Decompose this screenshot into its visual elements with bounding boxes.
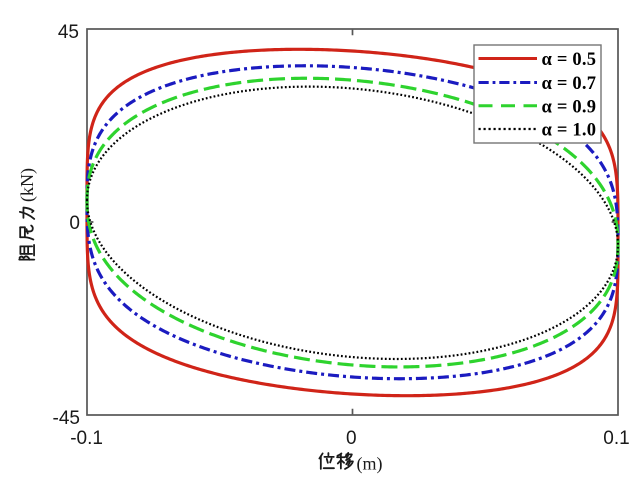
svg-text:0: 0 [346,428,357,449]
svg-text:α = 0.5: α = 0.5 [542,50,597,70]
svg-text:0: 0 [69,213,80,234]
svg-text:α = 0.9: α = 0.9 [542,97,597,117]
svg-text:-0.1: -0.1 [70,428,103,449]
svg-text:45: 45 [58,22,79,43]
svg-text:(m): (m) [357,454,383,475]
svg-text:α = 0.7: α = 0.7 [542,74,597,94]
svg-text:α = 1.0: α = 1.0 [542,121,597,141]
svg-text:-45: -45 [53,408,80,429]
svg-text:0.1: 0.1 [603,428,629,449]
svg-text:(kN): (kN) [17,168,38,202]
